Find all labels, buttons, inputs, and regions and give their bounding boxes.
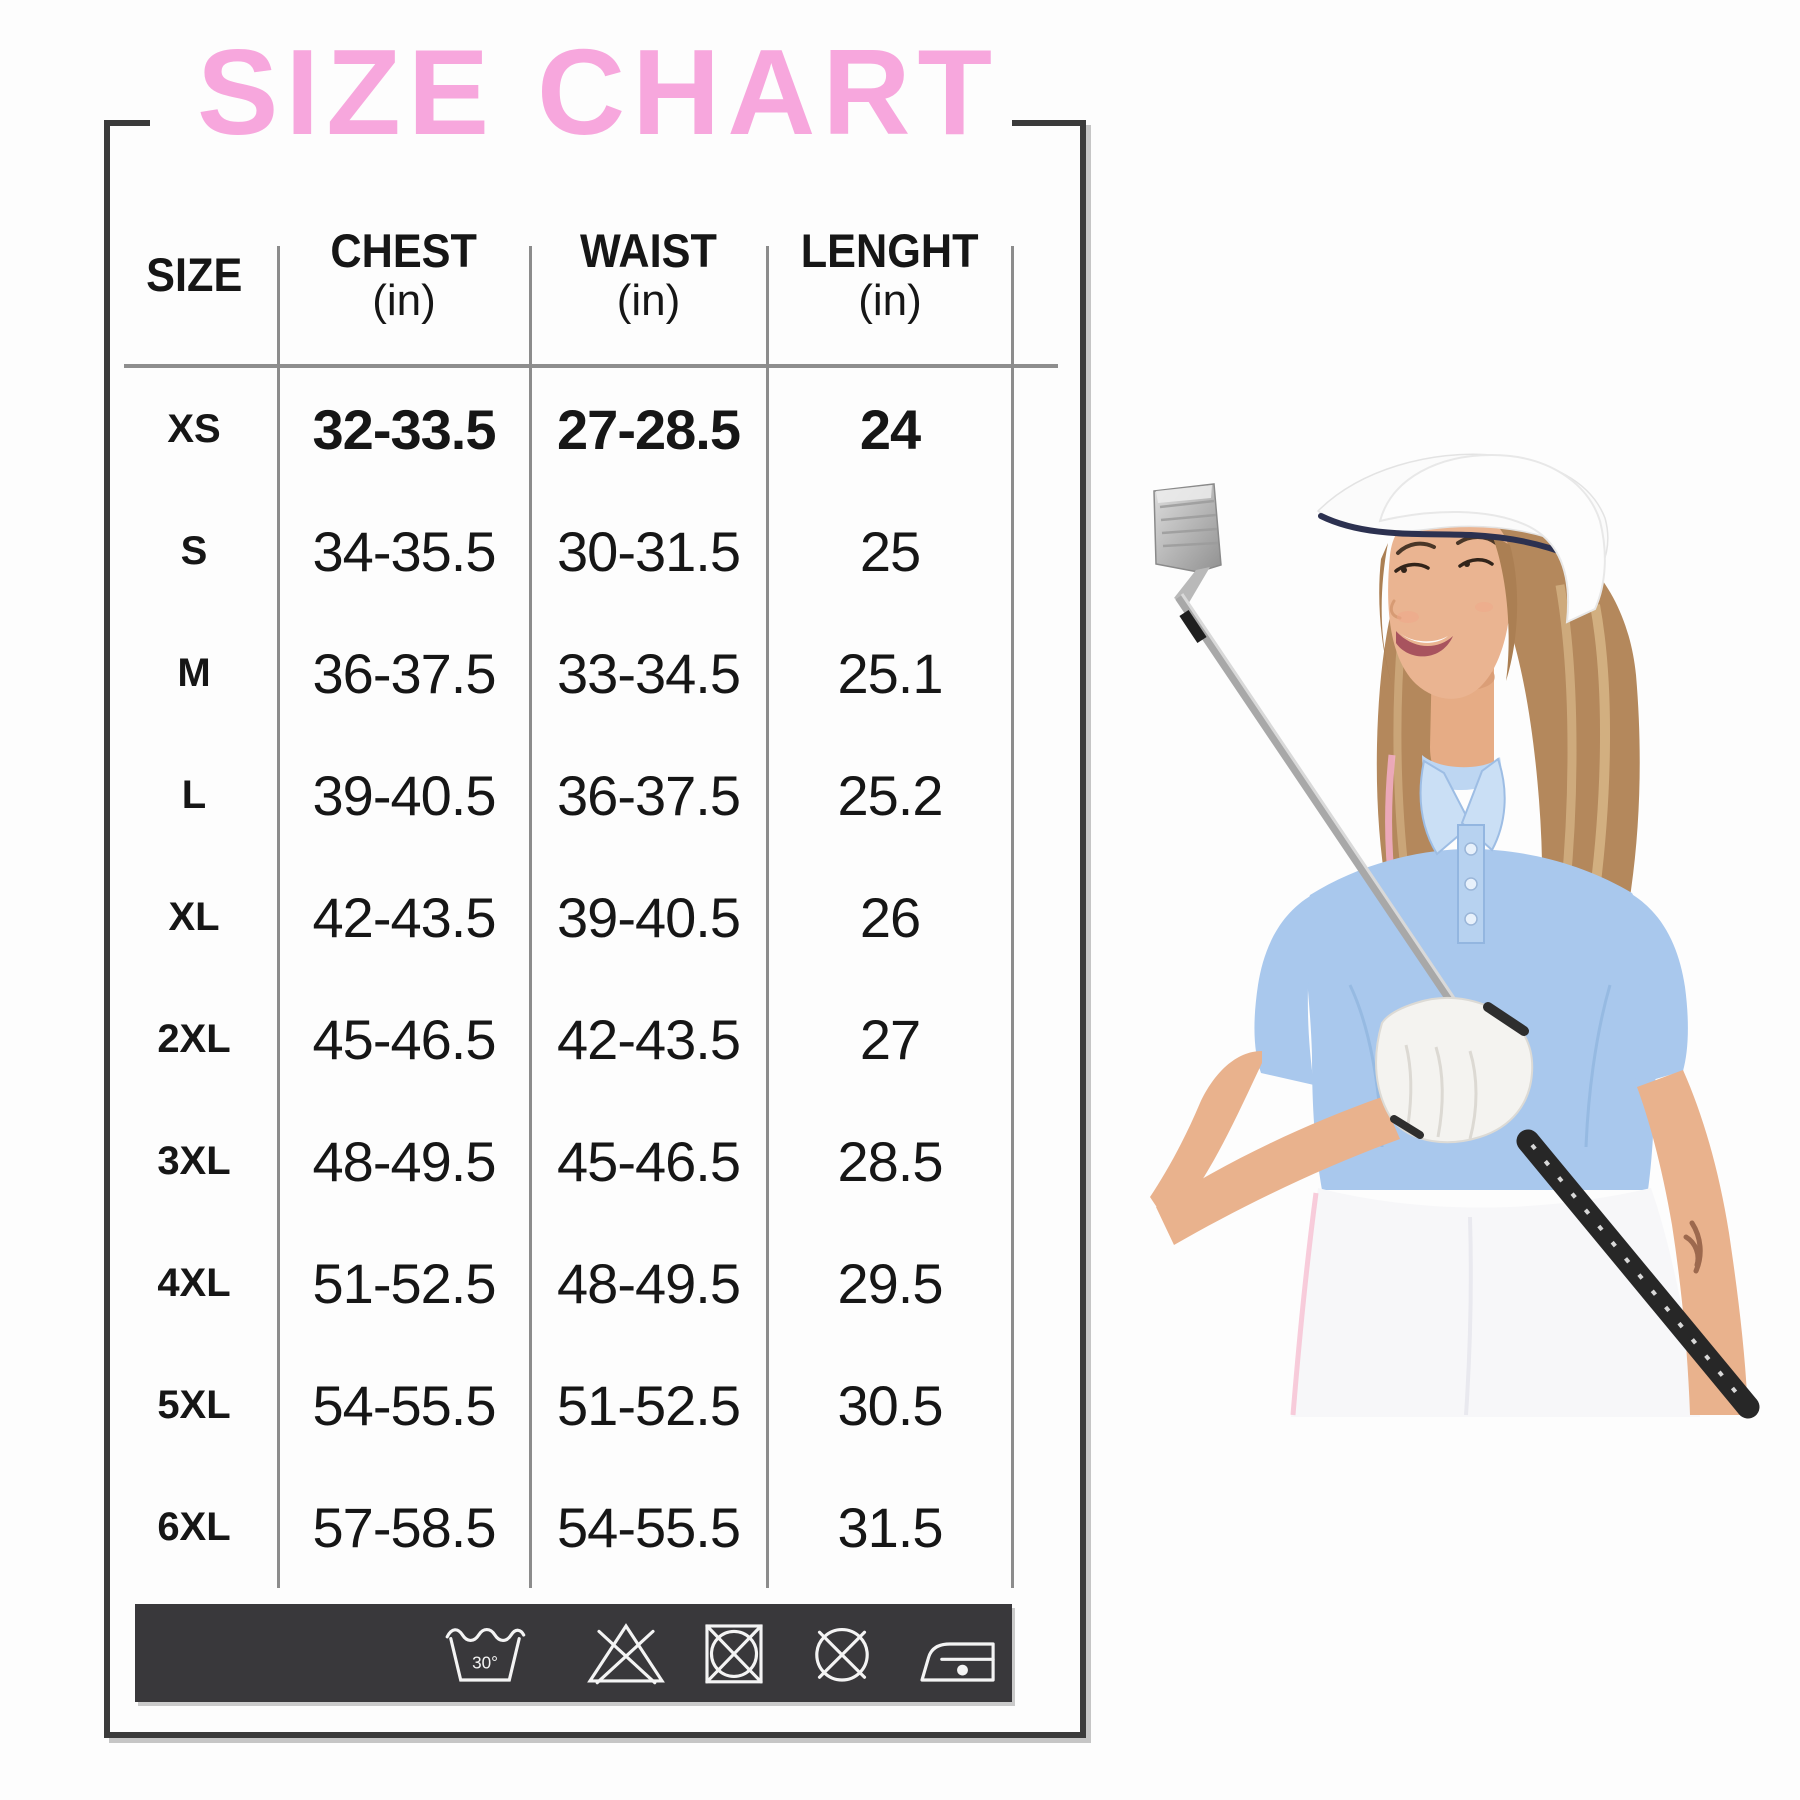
header-chest-unit: (in) <box>372 275 436 325</box>
waist-value: 45-46.5 <box>557 1129 741 1193</box>
length-value: 29.5 <box>837 1251 944 1315</box>
waist-value: 33-34.5 <box>557 641 741 705</box>
waist-value: 54-55.5 <box>557 1495 741 1559</box>
column-divider-3 <box>766 246 769 1588</box>
chest-value: 39-40.5 <box>312 763 497 827</box>
waist-value: 48-49.5 <box>557 1251 741 1315</box>
waist-value: 27-28.5 <box>557 397 741 461</box>
waist-value: 42-43.5 <box>557 1007 741 1071</box>
polo-sleeve <box>1627 893 1688 1085</box>
chest-value: 45-46.5 <box>312 1007 497 1071</box>
header-length-label: LENGHT <box>801 223 979 277</box>
length-value: 25.2 <box>837 763 944 827</box>
chest-value: 34-35.5 <box>312 519 497 583</box>
length-value: 25 <box>859 519 921 583</box>
polo-sleeve <box>1254 895 1320 1085</box>
wash-30-icon: 30° <box>437 1617 533 1689</box>
forearm <box>1156 1097 1400 1245</box>
header-length-unit: (in) <box>858 275 922 325</box>
length-value: 24 <box>859 397 921 461</box>
wash-temperature-label: 30° <box>472 1653 498 1672</box>
size-label: 3XL <box>157 1138 231 1183</box>
frame-top-border-right <box>1012 120 1086 126</box>
column-divider-2 <box>529 246 532 1588</box>
iron-icon <box>913 1617 1003 1689</box>
chest-value: 51-52.5 <box>312 1251 497 1315</box>
length-value: 31.5 <box>837 1495 944 1559</box>
chest-value: 36-37.5 <box>312 641 497 705</box>
header-size-label: SIZE <box>145 248 243 302</box>
tattoo <box>1683 1220 1703 1274</box>
button <box>1464 842 1478 856</box>
length-value: 26 <box>859 885 921 949</box>
club-grip <box>1516 1129 1760 1419</box>
header-size: SIZE <box>110 205 278 345</box>
chest-value: 48-49.5 <box>312 1129 497 1193</box>
size-table-rows: XS 32-33.5 27-28.5 24 S 34-35.5 30-31.5 … <box>110 368 1013 1588</box>
waist-value: 30-31.5 <box>557 519 741 583</box>
chest-value: 32-33.5 <box>312 397 497 461</box>
length-value: 28.5 <box>837 1129 944 1193</box>
size-label: 2XL <box>157 1016 231 1061</box>
header-underline <box>124 364 1058 368</box>
size-label: L <box>181 772 207 817</box>
size-table-header: SIZE CHEST (in) WAIST (in) LENGHT (in) <box>110 205 1013 345</box>
chest-value: 54-55.5 <box>312 1373 497 1437</box>
chest-value: 57-58.5 <box>312 1495 497 1559</box>
size-label: S <box>180 528 208 573</box>
waist-value: 39-40.5 <box>557 885 741 949</box>
length-value: 27 <box>859 1007 921 1071</box>
waist-value: 51-52.5 <box>557 1373 741 1437</box>
size-label: M <box>177 650 211 695</box>
waist-value: 36-37.5 <box>557 763 741 827</box>
size-label: 4XL <box>157 1260 231 1305</box>
do-not-tumble-dry-icon <box>686 1617 782 1689</box>
smile <box>1396 631 1453 657</box>
header-waist-unit: (in) <box>616 275 681 325</box>
header-chest: CHEST (in) <box>278 205 530 345</box>
length-value: 25.1 <box>837 641 944 705</box>
skirt <box>1291 1188 1700 1417</box>
size-label: 5XL <box>157 1382 231 1427</box>
visor-crown <box>1378 453 1606 624</box>
column-divider-4 <box>1011 246 1014 1588</box>
frame-top-border-left <box>104 120 150 126</box>
eyebrow <box>1396 541 1436 555</box>
do-not-bleach-icon <box>578 1617 674 1689</box>
page-title: SIZE CHART <box>197 24 999 160</box>
golfer-photo <box>1150 453 1760 1419</box>
care-instructions-bar: 30° <box>135 1604 1012 1702</box>
header-chest-label: CHEST <box>330 223 478 277</box>
chest-value: 42-43.5 <box>312 885 497 949</box>
header-waist: WAIST (in) <box>530 205 767 345</box>
length-value: 30.5 <box>837 1373 944 1437</box>
size-label: XL <box>168 894 220 939</box>
arm <box>1150 1051 1262 1218</box>
eye <box>1394 562 1430 573</box>
club-shaft <box>1175 594 1466 1020</box>
size-label: XS <box>167 406 221 451</box>
do-not-dry-clean-icon <box>794 1617 890 1689</box>
button <box>1464 877 1478 891</box>
header-waist-label: WAIST <box>580 223 717 277</box>
header-length: LENGHT (in) <box>767 205 1013 345</box>
column-divider-1 <box>277 246 280 1588</box>
club-ferrule <box>1179 609 1207 644</box>
size-label: 6XL <box>157 1504 231 1549</box>
eye <box>1458 558 1494 568</box>
chart-frame <box>104 120 1086 1738</box>
button <box>1464 912 1478 926</box>
